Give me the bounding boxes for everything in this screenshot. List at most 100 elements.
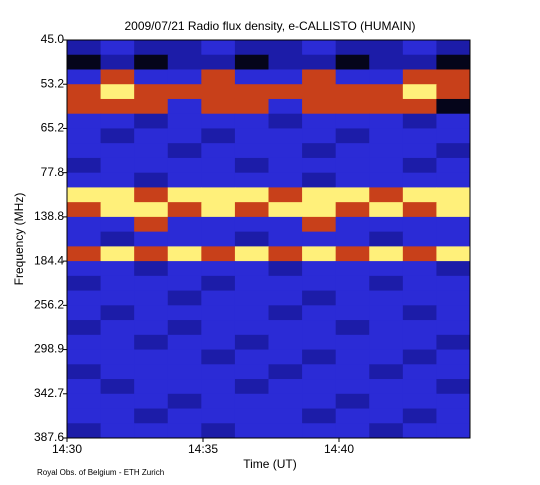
heat-cell (402, 84, 437, 100)
heat-cell (369, 349, 404, 365)
heat-cell (335, 246, 370, 262)
heat-cell (234, 143, 269, 159)
heat-cell (436, 54, 471, 70)
heat-cell (369, 216, 404, 233)
heat-cell (335, 393, 370, 410)
x-axis-label: Time (UT) (243, 457, 297, 471)
heat-cell (234, 202, 269, 218)
heat-cell (67, 393, 102, 410)
heat-cell (234, 246, 269, 262)
heat-cell (167, 290, 202, 306)
heat-cell (302, 379, 337, 395)
heat-cell (268, 246, 303, 262)
heat-cell (369, 334, 404, 351)
heat-cell (167, 157, 202, 174)
heat-cell (436, 98, 471, 115)
heat-cell (167, 69, 202, 85)
heat-cell (335, 113, 370, 129)
heat-cell (234, 157, 269, 174)
heat-cell (167, 128, 202, 144)
heat-cell (268, 216, 303, 233)
heat-cell (436, 216, 471, 233)
heat-cell (234, 349, 269, 365)
y-tick-label: 53.2 (41, 76, 65, 90)
heat-cell (436, 128, 471, 144)
heat-cell (402, 364, 437, 380)
heat-cell (436, 113, 471, 129)
heat-cell (369, 290, 404, 306)
heat-cell (402, 69, 437, 85)
heat-cell (201, 423, 236, 439)
heat-cell (100, 69, 135, 85)
heat-cell (201, 113, 236, 129)
heat-cell (402, 261, 437, 277)
heat-cell (436, 349, 471, 365)
heat-cell (268, 275, 303, 292)
heat-cell (335, 261, 370, 277)
heat-cell (302, 128, 337, 144)
heat-cell (67, 408, 102, 424)
heat-cell (167, 187, 202, 203)
heat-cell (436, 172, 471, 188)
heat-cell (436, 393, 471, 410)
heat-cell (369, 261, 404, 277)
y-tick-label: 77.8 (41, 165, 65, 179)
heat-cell (436, 187, 471, 203)
heat-cell (268, 334, 303, 351)
heat-cell (369, 157, 404, 174)
heat-cell (201, 216, 236, 233)
heat-cell (234, 408, 269, 424)
heat-cell (134, 261, 169, 277)
footer: Royal Obs. of Belgium - ETH Zurich (37, 468, 164, 477)
heat-cell (302, 231, 337, 247)
heat-cell (134, 423, 169, 439)
heat-cell (234, 216, 269, 233)
heat-cell (167, 334, 202, 351)
heat-cell (100, 187, 135, 203)
heat-cell (335, 364, 370, 380)
heat-cell (100, 202, 135, 218)
heat-cell (201, 187, 236, 203)
heat-cell (268, 202, 303, 218)
heat-cell (268, 172, 303, 188)
heat-cell (335, 275, 370, 292)
heat-cell (100, 84, 135, 100)
heat-cell (234, 113, 269, 129)
heat-cell (335, 423, 370, 439)
heat-cell (167, 246, 202, 262)
heat-cell (134, 393, 169, 410)
heat-cell (100, 216, 135, 233)
heat-cell (436, 157, 471, 174)
heat-cell (201, 231, 236, 247)
heat-cell (335, 172, 370, 188)
heat-cell (100, 54, 135, 70)
heat-cell (134, 187, 169, 203)
heat-cell (234, 128, 269, 144)
heat-cell (436, 305, 471, 321)
heat-cell (369, 305, 404, 321)
heat-cell (201, 69, 236, 85)
heat-cell (302, 305, 337, 321)
heat-cell (234, 40, 269, 56)
heat-cell (234, 423, 269, 439)
y-tick-label: 342.7 (34, 386, 64, 400)
heat-cell (100, 261, 135, 277)
heat-cell (167, 231, 202, 247)
heat-cell (167, 54, 202, 70)
y-tick-label: 45.0 (41, 32, 65, 46)
heat-cell (436, 334, 471, 351)
heat-cell (369, 143, 404, 159)
heat-cell (436, 246, 471, 262)
heat-cell (201, 261, 236, 277)
y-tick-label: 298.9 (34, 342, 64, 356)
heat-cell (100, 290, 135, 306)
heat-cell (67, 202, 102, 218)
heat-cell (268, 54, 303, 70)
heat-cell (201, 54, 236, 70)
heat-cell (67, 84, 102, 100)
heat-cell (134, 216, 169, 233)
heat-cell (134, 202, 169, 218)
heat-cell (201, 349, 236, 365)
heat-cell (335, 202, 370, 218)
heat-cell (100, 40, 135, 56)
